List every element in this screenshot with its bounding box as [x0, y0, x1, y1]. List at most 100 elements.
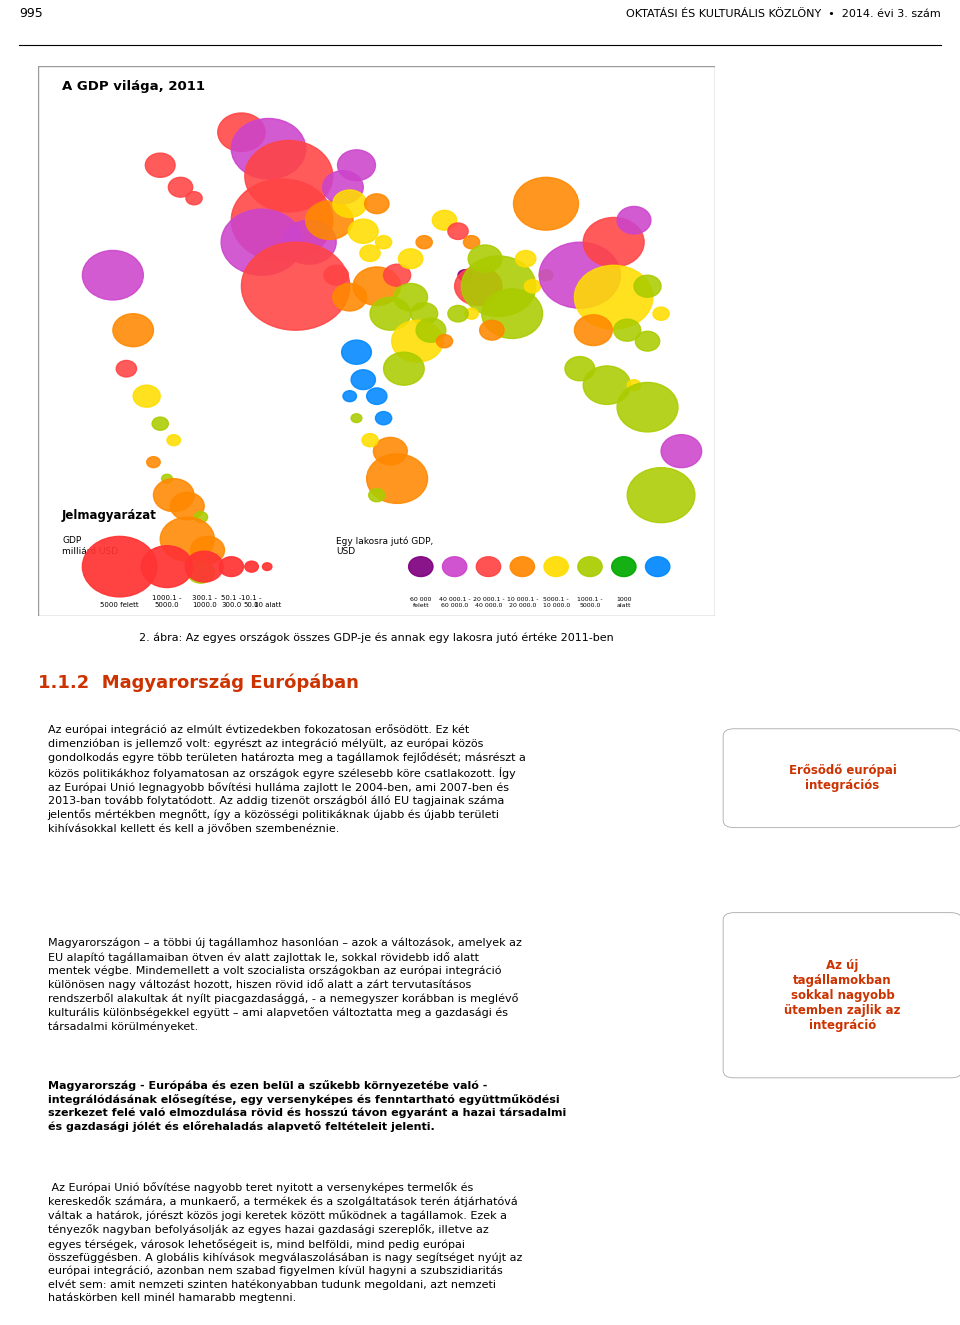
- Text: 995: 995: [19, 7, 43, 20]
- Circle shape: [613, 319, 640, 342]
- Text: 10.1 -
50.0: 10.1 - 50.0: [241, 595, 262, 608]
- Circle shape: [219, 556, 244, 576]
- Text: Az európai integráció az elmúlt évtizedekben fokozatosan erősödött. Ez két
dimen: Az európai integráció az elmúlt évtizede…: [48, 723, 525, 835]
- Circle shape: [514, 178, 579, 231]
- Circle shape: [218, 113, 265, 151]
- Circle shape: [343, 391, 356, 401]
- Circle shape: [627, 468, 695, 522]
- Circle shape: [394, 284, 427, 311]
- Circle shape: [83, 537, 156, 596]
- Circle shape: [351, 370, 375, 390]
- Circle shape: [375, 412, 392, 425]
- Circle shape: [83, 250, 143, 299]
- Circle shape: [161, 474, 173, 484]
- Circle shape: [167, 435, 180, 445]
- Circle shape: [191, 537, 225, 564]
- Text: Jelmagyarázat: Jelmagyarázat: [62, 509, 157, 522]
- Circle shape: [455, 266, 502, 306]
- Circle shape: [448, 223, 468, 240]
- Circle shape: [384, 264, 411, 286]
- Circle shape: [231, 118, 305, 179]
- Circle shape: [409, 556, 433, 576]
- Circle shape: [367, 454, 427, 504]
- Text: Az új
tagállamokban
sokkal nagyobb
ütemben zajlik az
integráció: Az új tagállamokban sokkal nagyobb ütemb…: [784, 959, 900, 1032]
- Circle shape: [360, 245, 380, 261]
- Text: Egy lakosra jutó GDP,
USD: Egy lakosra jutó GDP, USD: [336, 537, 434, 556]
- Text: 1.1.2  Magyarország Európában: 1.1.2 Magyarország Európában: [38, 673, 359, 692]
- Circle shape: [113, 314, 154, 347]
- Text: GDP
milliárd USD: GDP milliárd USD: [62, 537, 118, 555]
- Circle shape: [398, 249, 422, 269]
- Circle shape: [373, 437, 407, 465]
- Circle shape: [612, 556, 636, 576]
- Text: 40 000.1 -
60 000.0: 40 000.1 - 60 000.0: [439, 598, 470, 608]
- Circle shape: [160, 517, 214, 562]
- Circle shape: [116, 360, 136, 376]
- Circle shape: [362, 433, 378, 447]
- FancyBboxPatch shape: [723, 729, 960, 828]
- Circle shape: [578, 556, 602, 576]
- Circle shape: [458, 270, 471, 281]
- Circle shape: [384, 352, 424, 386]
- Circle shape: [152, 417, 168, 431]
- Circle shape: [323, 171, 363, 204]
- Circle shape: [168, 178, 193, 197]
- Circle shape: [245, 140, 333, 212]
- Text: Az Európai Unió bővítése nagyobb teret nyitott a versenyképes termelők és
keresk: Az Európai Unió bővítése nagyobb teret n…: [48, 1182, 522, 1304]
- Text: OKTATÁSI ÉS KULTURÁLIS KÖZLÖNY  •  2014. évi 3. szám: OKTATÁSI ÉS KULTURÁLIS KÖZLÖNY • 2014. é…: [626, 9, 941, 19]
- Circle shape: [231, 179, 333, 261]
- Text: 300.1 -
1000.0: 300.1 - 1000.0: [192, 595, 217, 608]
- Circle shape: [482, 289, 542, 338]
- Circle shape: [375, 236, 392, 249]
- Circle shape: [392, 321, 444, 362]
- Circle shape: [141, 546, 193, 587]
- Text: 5000.1 -
10 000.0: 5000.1 - 10 000.0: [542, 598, 570, 608]
- Circle shape: [645, 556, 670, 576]
- Circle shape: [186, 192, 203, 205]
- Text: 20 000.1 -
40 000.0: 20 000.1 - 40 000.0: [472, 598, 504, 608]
- Circle shape: [305, 201, 353, 240]
- Text: Magyarországon – a többi új tagállamhoz hasonlóan – azok a változások, amelyek a: Magyarországon – a többi új tagállamhoz …: [48, 938, 521, 1032]
- Circle shape: [245, 562, 258, 572]
- Circle shape: [365, 193, 389, 213]
- Circle shape: [416, 236, 432, 249]
- Circle shape: [634, 276, 661, 297]
- Circle shape: [411, 302, 438, 325]
- Circle shape: [464, 236, 480, 249]
- Circle shape: [145, 154, 175, 178]
- Text: 1000.1 -
5000.0: 1000.1 - 5000.0: [577, 598, 603, 608]
- Circle shape: [653, 307, 669, 321]
- Circle shape: [617, 383, 678, 432]
- Text: 60 000
felett: 60 000 felett: [410, 598, 431, 608]
- Circle shape: [262, 563, 272, 571]
- Circle shape: [524, 280, 540, 293]
- Text: A GDP világa, 2011: A GDP világa, 2011: [62, 80, 205, 93]
- Text: 50.1 -
300.0: 50.1 - 300.0: [221, 595, 242, 608]
- Circle shape: [282, 220, 336, 264]
- Circle shape: [448, 306, 468, 322]
- Circle shape: [351, 413, 362, 423]
- Circle shape: [333, 284, 367, 311]
- Circle shape: [627, 380, 640, 391]
- Circle shape: [432, 211, 457, 231]
- Circle shape: [468, 245, 502, 273]
- Circle shape: [185, 551, 223, 582]
- Circle shape: [187, 562, 214, 583]
- Circle shape: [480, 321, 504, 341]
- Circle shape: [574, 265, 653, 329]
- Circle shape: [544, 556, 568, 576]
- Text: 1000.1 -
5000.0: 1000.1 - 5000.0: [153, 595, 181, 608]
- Circle shape: [617, 207, 651, 235]
- Circle shape: [416, 318, 445, 342]
- Text: Erősödő európai
integrációs: Erősödő európai integrációs: [788, 765, 897, 792]
- Circle shape: [443, 556, 467, 576]
- Text: 10 000.1 -
20 000.0: 10 000.1 - 20 000.0: [507, 598, 538, 608]
- Text: 5000 felett: 5000 felett: [100, 602, 139, 608]
- Circle shape: [348, 219, 378, 244]
- Circle shape: [194, 511, 207, 522]
- Circle shape: [462, 256, 536, 317]
- Text: 10 alatt: 10 alatt: [253, 602, 280, 608]
- Circle shape: [170, 493, 204, 519]
- Text: 2. ábra: Az egyes országok összes GDP-je és annak egy lakosra jutó értéke 2011-b: 2. ábra: Az egyes országok összes GDP-je…: [139, 632, 614, 643]
- Circle shape: [369, 489, 385, 502]
